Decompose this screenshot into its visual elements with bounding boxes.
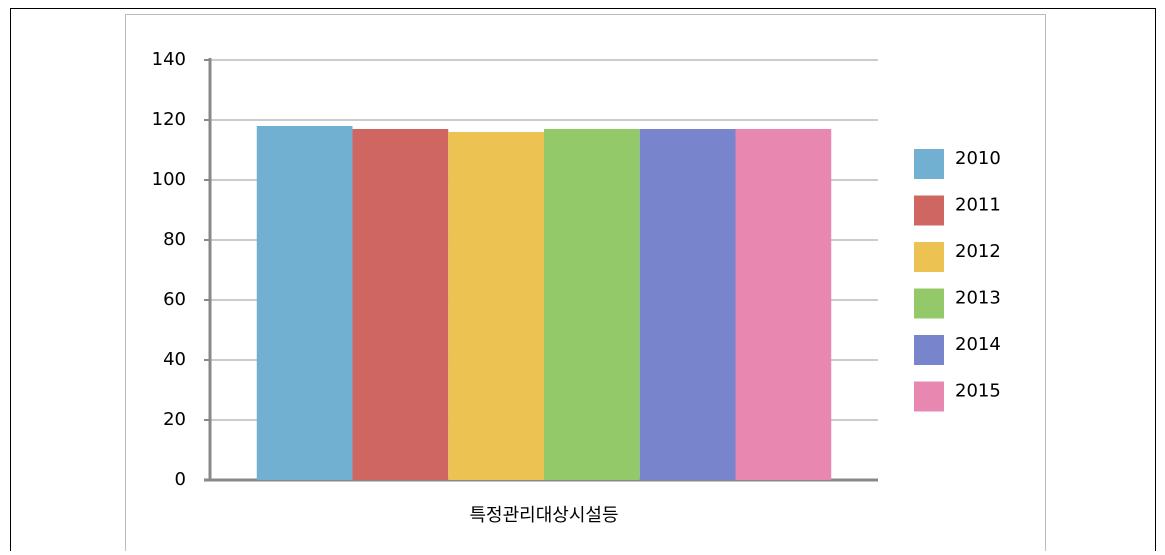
- y-tick-label: 20: [163, 409, 186, 430]
- legend-swatch: [914, 381, 944, 412]
- y-tick-label: 0: [175, 469, 186, 490]
- bar: [448, 132, 544, 480]
- bar: [544, 129, 640, 480]
- bar: [735, 129, 832, 480]
- legend-label: 2015: [955, 381, 1001, 402]
- y-tick-label: 140: [152, 49, 186, 70]
- bar: [639, 129, 736, 480]
- legend-swatch: [914, 335, 944, 365]
- legend-swatch: [914, 288, 944, 319]
- legend-swatch: [914, 149, 944, 179]
- legend-label: 2013: [955, 288, 1001, 309]
- y-tick-label: 40: [163, 349, 186, 370]
- y-tick-label: 100: [152, 169, 186, 190]
- legend-label: 2014: [955, 334, 1001, 355]
- y-tick-label: 80: [163, 229, 186, 250]
- legend-label: 2011: [955, 195, 1001, 216]
- bar: [256, 126, 353, 480]
- y-tick-label: 60: [163, 289, 186, 310]
- legend-swatch: [914, 242, 944, 272]
- x-tick-label: 특정관리대상시설등: [469, 505, 618, 526]
- y-tick-label: 120: [152, 109, 186, 130]
- legend-label: 2010: [955, 148, 1001, 169]
- legend-label: 2012: [955, 241, 1001, 262]
- outer-frame: [10, 8, 1156, 555]
- bar: [352, 129, 449, 480]
- legend-swatch: [914, 195, 944, 226]
